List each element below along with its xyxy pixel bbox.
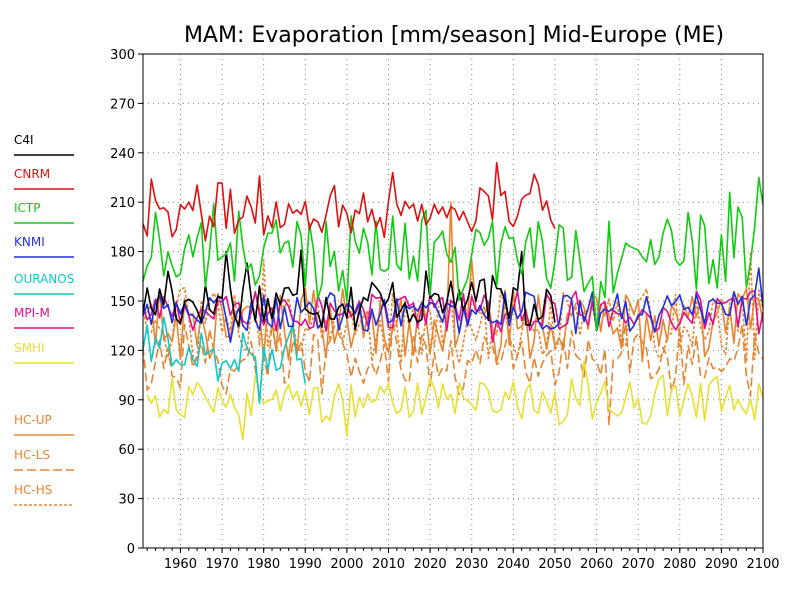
x-tick-label: 1980 bbox=[247, 557, 280, 572]
series-line-ouranos bbox=[142, 316, 307, 404]
legend-label-smhi: SMHI bbox=[14, 341, 45, 355]
x-tick-label: 2010 bbox=[372, 557, 405, 572]
legend-label-ouranos: OURANOS bbox=[14, 272, 74, 286]
legend-label-hc-ls: HC-LS bbox=[14, 448, 50, 462]
x-axis: 1960 1970 1980 1990 2000 2010 2020 2030 2040 2050… bbox=[146, 548, 780, 572]
series-line-mpi-m bbox=[142, 290, 764, 344]
x-tick-label: 1990 bbox=[289, 557, 322, 572]
y-axis: 0 30 60 90 120 150 180 210 240 270 300 bbox=[110, 48, 143, 557]
x-tick-label: 1960 bbox=[164, 557, 197, 572]
series-line-hc-hs bbox=[142, 250, 764, 365]
series-line-ictp bbox=[142, 176, 764, 332]
y-tick-label: 0 bbox=[127, 542, 135, 557]
legend: C4I CNRM ICTP KNMI OURANOS MPI-M SMHI HC-UP HC-L… bbox=[14, 133, 74, 506]
x-tick-label: 2050 bbox=[538, 557, 571, 572]
legend-label-hc-up: HC-UP bbox=[14, 413, 52, 427]
series-line-c4i bbox=[142, 249, 556, 331]
x-tick-label: 2070 bbox=[622, 557, 655, 572]
y-tick-label: 120 bbox=[110, 344, 135, 359]
x-tick-label: 2080 bbox=[663, 557, 696, 572]
x-tick-label: 2100 bbox=[746, 557, 779, 572]
y-tick-label: 210 bbox=[110, 196, 135, 211]
series-line-cnrm bbox=[142, 161, 556, 242]
x-tick-label: 2020 bbox=[414, 557, 447, 572]
y-tick-label: 180 bbox=[110, 246, 135, 261]
series-line-smhi bbox=[146, 361, 764, 441]
y-tick-label: 60 bbox=[118, 443, 135, 458]
legend-label-hc-hs: HC-HS bbox=[14, 483, 52, 497]
x-tick-label: 1970 bbox=[206, 557, 239, 572]
y-tick-label: 300 bbox=[110, 48, 135, 63]
y-tick-label: 240 bbox=[110, 147, 135, 162]
y-tick-label: 90 bbox=[118, 394, 135, 409]
legend-label-cnrm: CNRM bbox=[14, 167, 50, 181]
legend-label-knmi: KNMI bbox=[14, 235, 45, 249]
series-line-knmi bbox=[142, 267, 764, 344]
x-tick-label: 2040 bbox=[497, 557, 530, 572]
series-line-hc-up bbox=[142, 201, 764, 363]
chart-title: MAM: Evaporation [mm/season] Mid-Europe … bbox=[184, 23, 724, 48]
series-layer bbox=[142, 161, 764, 441]
y-tick-label: 30 bbox=[118, 493, 135, 508]
x-tick-label: 2000 bbox=[330, 557, 363, 572]
legend-label-mpi-m: MPI-M bbox=[14, 306, 50, 320]
x-tick-label: 2030 bbox=[455, 557, 488, 572]
y-tick-label: 270 bbox=[110, 97, 135, 112]
legend-label-c4i: C4I bbox=[14, 133, 34, 147]
x-tick-label: 2090 bbox=[705, 557, 738, 572]
x-tick-label: 2060 bbox=[580, 557, 613, 572]
legend-label-ictp: ICTP bbox=[14, 201, 40, 215]
y-tick-label: 150 bbox=[110, 295, 135, 310]
